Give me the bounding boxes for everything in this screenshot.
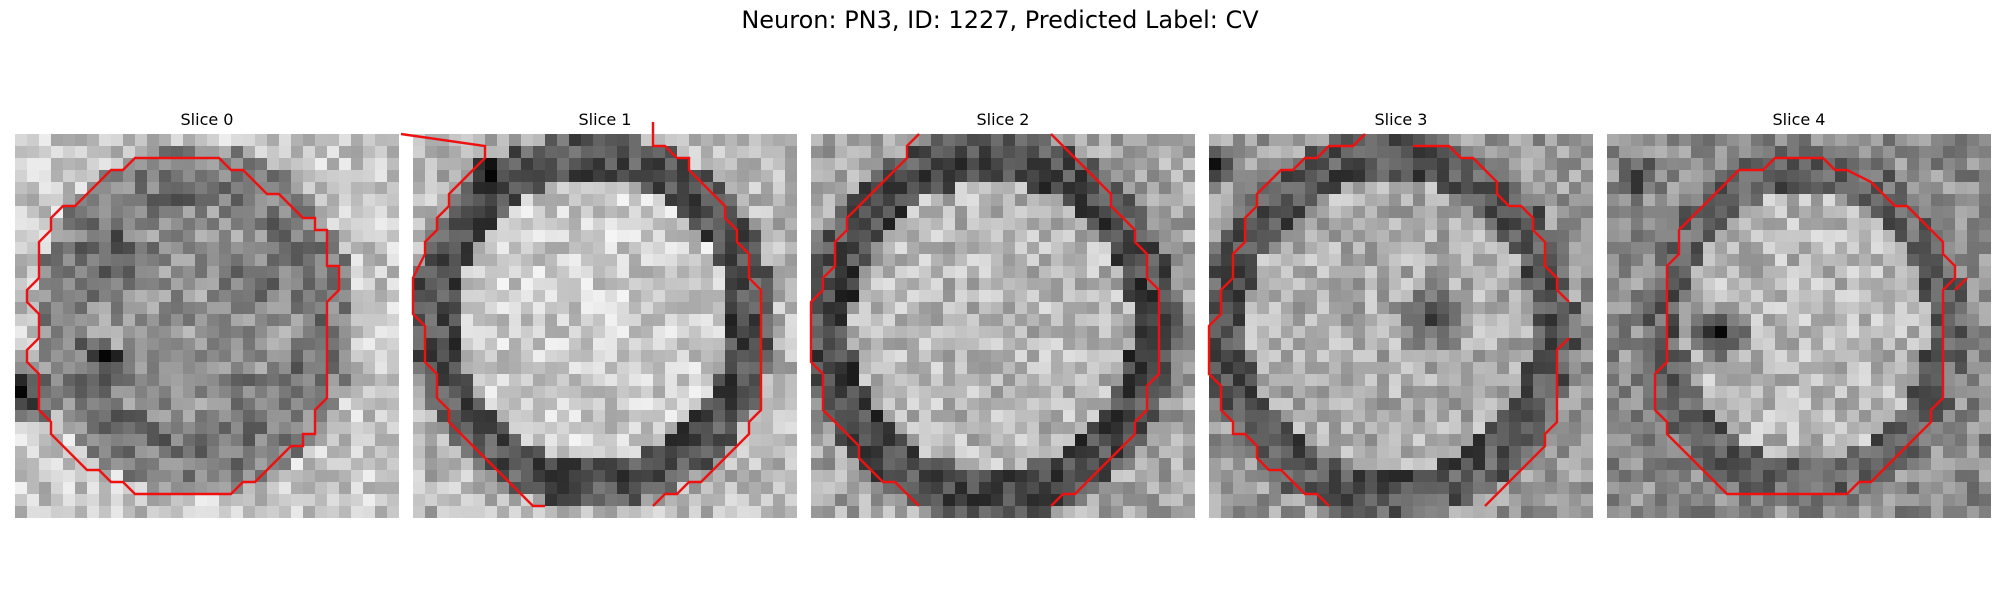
slice-title-3: Slice 3 [1374,110,1428,129]
contour-overlay-0 [25,156,341,496]
segmentation-contour-4 [1653,156,1957,496]
slice-image-2 [811,134,1195,518]
segmentation-contour-2-0 [809,133,920,507]
contour-overlay-3 [1207,133,1570,507]
slice-image-3 [1209,134,1593,518]
slice-title-2: Slice 2 [976,110,1030,129]
contour-overlay-2 [809,133,1161,507]
segmentation-contour-4-extra [1954,277,1968,291]
slice-title-1: Slice 1 [578,110,632,129]
slice-panel-4: Slice 4 [1607,108,1991,518]
figure-title: Neuron: PN3, ID: 1227, Predicted Label: … [741,6,1259,34]
segmentation-contour-3-2 [1484,337,1570,507]
segmentation-contour-2-1 [1050,133,1161,507]
segmentation-contour-1-1 [651,122,763,507]
slice-title-4: Slice 4 [1772,110,1826,129]
slice-image-0 [15,134,399,518]
slice-image-1 [413,134,797,518]
slice-panel-2: Slice 2 [809,108,1195,518]
slice-panel-0: Slice 0 [15,108,399,518]
slice-panel-3: Slice 3 [1207,108,1593,518]
segmentation-contour-1-0 [400,132,545,508]
slice-image-4 [1607,134,1991,518]
segmentation-contour-3-1 [1413,144,1570,303]
segmentation-contour-3-0 [1207,133,1366,507]
contour-overlay-4 [1653,156,1968,496]
contour-overlay-1 [400,122,763,508]
segmentation-contour-0 [25,156,341,496]
slice-panel-1: Slice 1 [400,108,797,518]
slice-title-0: Slice 0 [180,110,234,129]
